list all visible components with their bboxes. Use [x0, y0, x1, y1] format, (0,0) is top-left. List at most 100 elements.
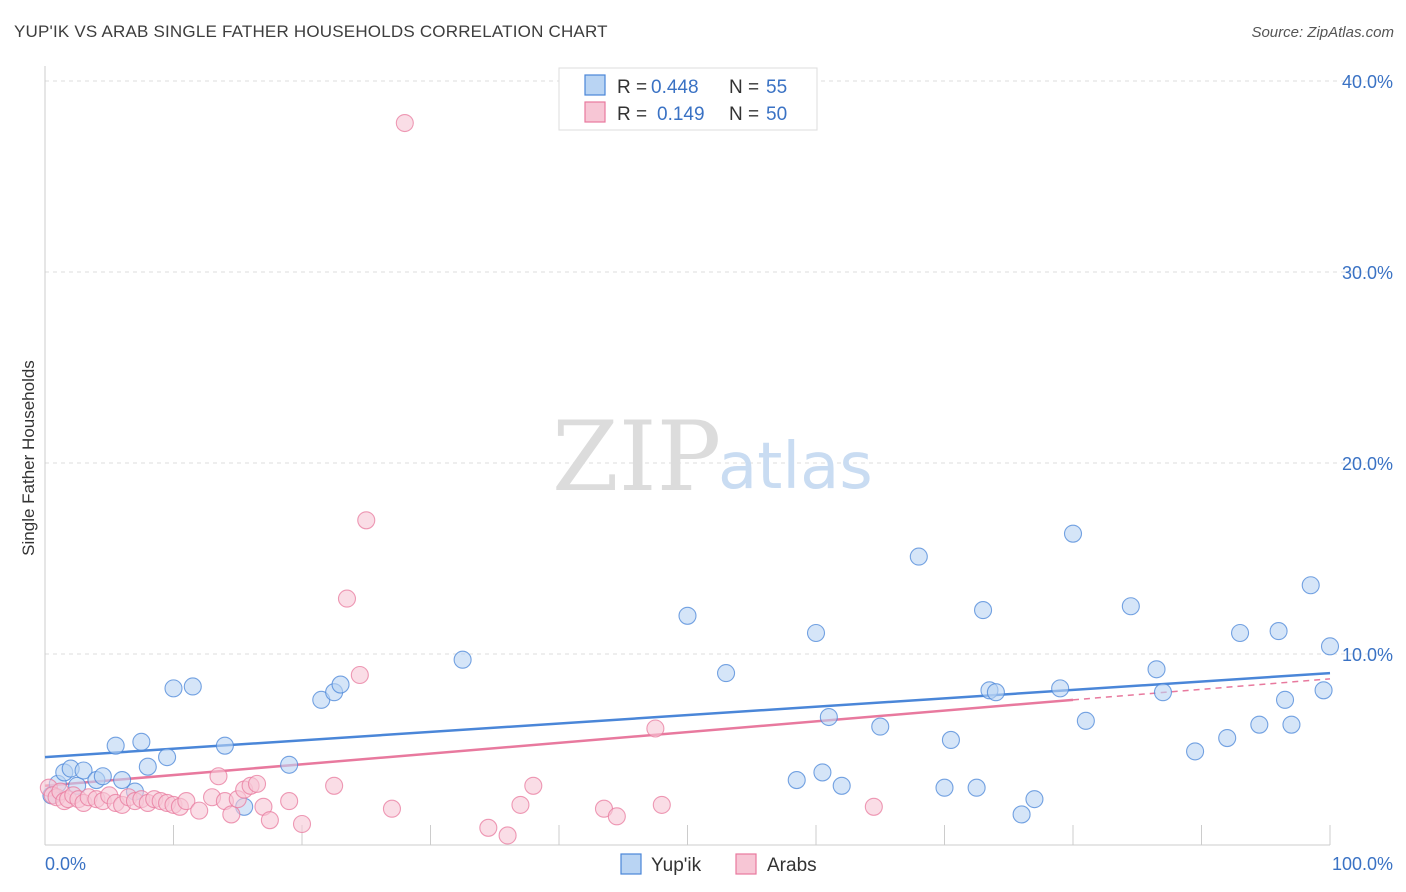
point-yupik-34 — [967, 778, 986, 797]
point-arabs-43 — [395, 113, 414, 133]
point-yupik-5 — [74, 761, 93, 780]
point-yupik-21 — [331, 675, 350, 694]
point-arabs-29 — [222, 805, 241, 824]
legend-n-value-yupik: 55 — [766, 77, 787, 98]
legend-swatch-arabs — [584, 101, 606, 123]
bottom-legend-label-yupik: Yup'ik — [651, 855, 702, 876]
point-yupik-52 — [1282, 715, 1301, 734]
point-arabs-35 — [260, 811, 279, 830]
point-yupik-23 — [678, 606, 697, 625]
point-arabs-51 — [652, 795, 671, 814]
gridlines — [45, 80, 1370, 655]
point-yupik-28 — [819, 707, 838, 727]
y-tick-labels: 10.0% 20.0% 30.0% 40.0% — [1342, 72, 1393, 665]
trend-lines — [44, 671, 1331, 788]
point-yupik-27 — [813, 763, 832, 782]
series-legend: Yup'ik Arabs — [620, 853, 817, 876]
watermark-atlas: atlas — [718, 430, 873, 504]
trend-line-yupik — [44, 671, 1331, 759]
point-arabs-44 — [479, 818, 498, 837]
point-yupik-25 — [787, 771, 806, 790]
point-yupik-50 — [1269, 622, 1288, 641]
watermark: ZIP atlas — [552, 401, 873, 513]
point-yupik-42 — [1076, 711, 1095, 730]
point-yupik-29 — [832, 776, 851, 795]
point-yupik-44 — [1147, 660, 1166, 679]
point-yupik-18 — [280, 755, 299, 774]
legend-r-value-yupik: 0.448 — [651, 77, 699, 98]
point-yupik-40 — [1051, 679, 1070, 698]
point-yupik-31 — [909, 547, 928, 566]
x-tick-label-100: 100.0% — [1332, 854, 1393, 874]
point-yupik-49 — [1250, 715, 1269, 734]
point-arabs-49 — [607, 807, 626, 826]
source-label: Source: ZipAtlas.com — [1251, 24, 1394, 41]
legend-n-label-yupik: N = — [729, 77, 759, 98]
point-yupik-24 — [716, 664, 736, 683]
trend-line-dashed-arabs — [1072, 678, 1331, 701]
point-arabs-42 — [382, 799, 402, 818]
point-yupik-55 — [1320, 637, 1340, 656]
bottom-legend-swatch-yupik — [620, 853, 642, 875]
point-yupik-33 — [941, 730, 960, 750]
point-yupik-46 — [1186, 742, 1205, 761]
point-yupik-26 — [806, 623, 826, 643]
point-arabs-38 — [325, 776, 344, 795]
point-arabs-47 — [524, 776, 543, 795]
data-points — [39, 113, 1340, 845]
point-yupik-41 — [1063, 524, 1083, 543]
point-yupik-51 — [1275, 690, 1295, 709]
y-tick-label-40: 40.0% — [1342, 72, 1393, 92]
point-arabs-45 — [498, 826, 517, 845]
watermark-zip: ZIP — [552, 401, 721, 513]
point-yupik-45 — [1153, 683, 1172, 702]
point-arabs-37 — [292, 814, 312, 834]
legend-n-value-arabs: 50 — [766, 104, 787, 125]
point-yupik-32 — [935, 778, 954, 797]
point-yupik-8 — [106, 736, 125, 755]
trend-line-arabs — [44, 698, 1074, 788]
point-arabs-50 — [646, 719, 665, 738]
chart-title: YUP'IK VS ARAB SINGLE FATHER HOUSEHOLDS … — [14, 22, 608, 41]
point-yupik-9 — [113, 771, 132, 790]
x-tick-label-0: 0.0% — [45, 854, 86, 874]
point-yupik-16 — [215, 736, 234, 755]
point-yupik-37 — [986, 683, 1005, 702]
legend-n-label-arabs: N = — [729, 104, 759, 125]
legend-r-label-arabs: R = — [617, 104, 647, 125]
point-arabs-46 — [511, 795, 530, 814]
legend-r-value-arabs: 0.149 — [657, 104, 705, 125]
point-arabs-25 — [190, 801, 209, 820]
point-yupik-47 — [1218, 728, 1237, 748]
y-tick-label-10: 10.0% — [1342, 645, 1393, 665]
bottom-legend-label-arabs: Arabs — [767, 855, 817, 876]
point-arabs-27 — [209, 767, 228, 786]
point-arabs-41 — [357, 511, 376, 530]
y-tick-label-30: 30.0% — [1342, 263, 1393, 283]
point-yupik-7 — [93, 767, 112, 786]
point-yupik-14 — [164, 679, 183, 698]
axes — [44, 66, 1331, 846]
point-yupik-48 — [1231, 623, 1250, 643]
point-yupik-12 — [138, 757, 157, 776]
y-axis-label: Single Father Households — [19, 360, 38, 556]
point-arabs-52 — [864, 797, 883, 816]
point-arabs-36 — [280, 792, 299, 811]
point-arabs-39 — [337, 589, 357, 608]
point-yupik-43 — [1121, 597, 1140, 616]
point-yupik-54 — [1314, 681, 1333, 700]
bottom-legend-swatch-arabs — [735, 853, 757, 875]
point-arabs-33 — [247, 774, 267, 793]
point-arabs-40 — [350, 665, 369, 685]
point-yupik-39 — [1025, 790, 1044, 809]
point-yupik-22 — [453, 650, 472, 669]
y-tick-label-20: 20.0% — [1342, 454, 1393, 474]
point-yupik-30 — [871, 717, 890, 736]
point-yupik-13 — [158, 748, 177, 767]
point-yupik-15 — [183, 677, 202, 696]
point-arabs-24 — [177, 792, 196, 811]
point-yupik-38 — [1012, 805, 1031, 824]
legend-r-label-yupik: R = — [617, 77, 647, 98]
x-tick-labels: 0.0% 100.0% — [45, 854, 1393, 874]
